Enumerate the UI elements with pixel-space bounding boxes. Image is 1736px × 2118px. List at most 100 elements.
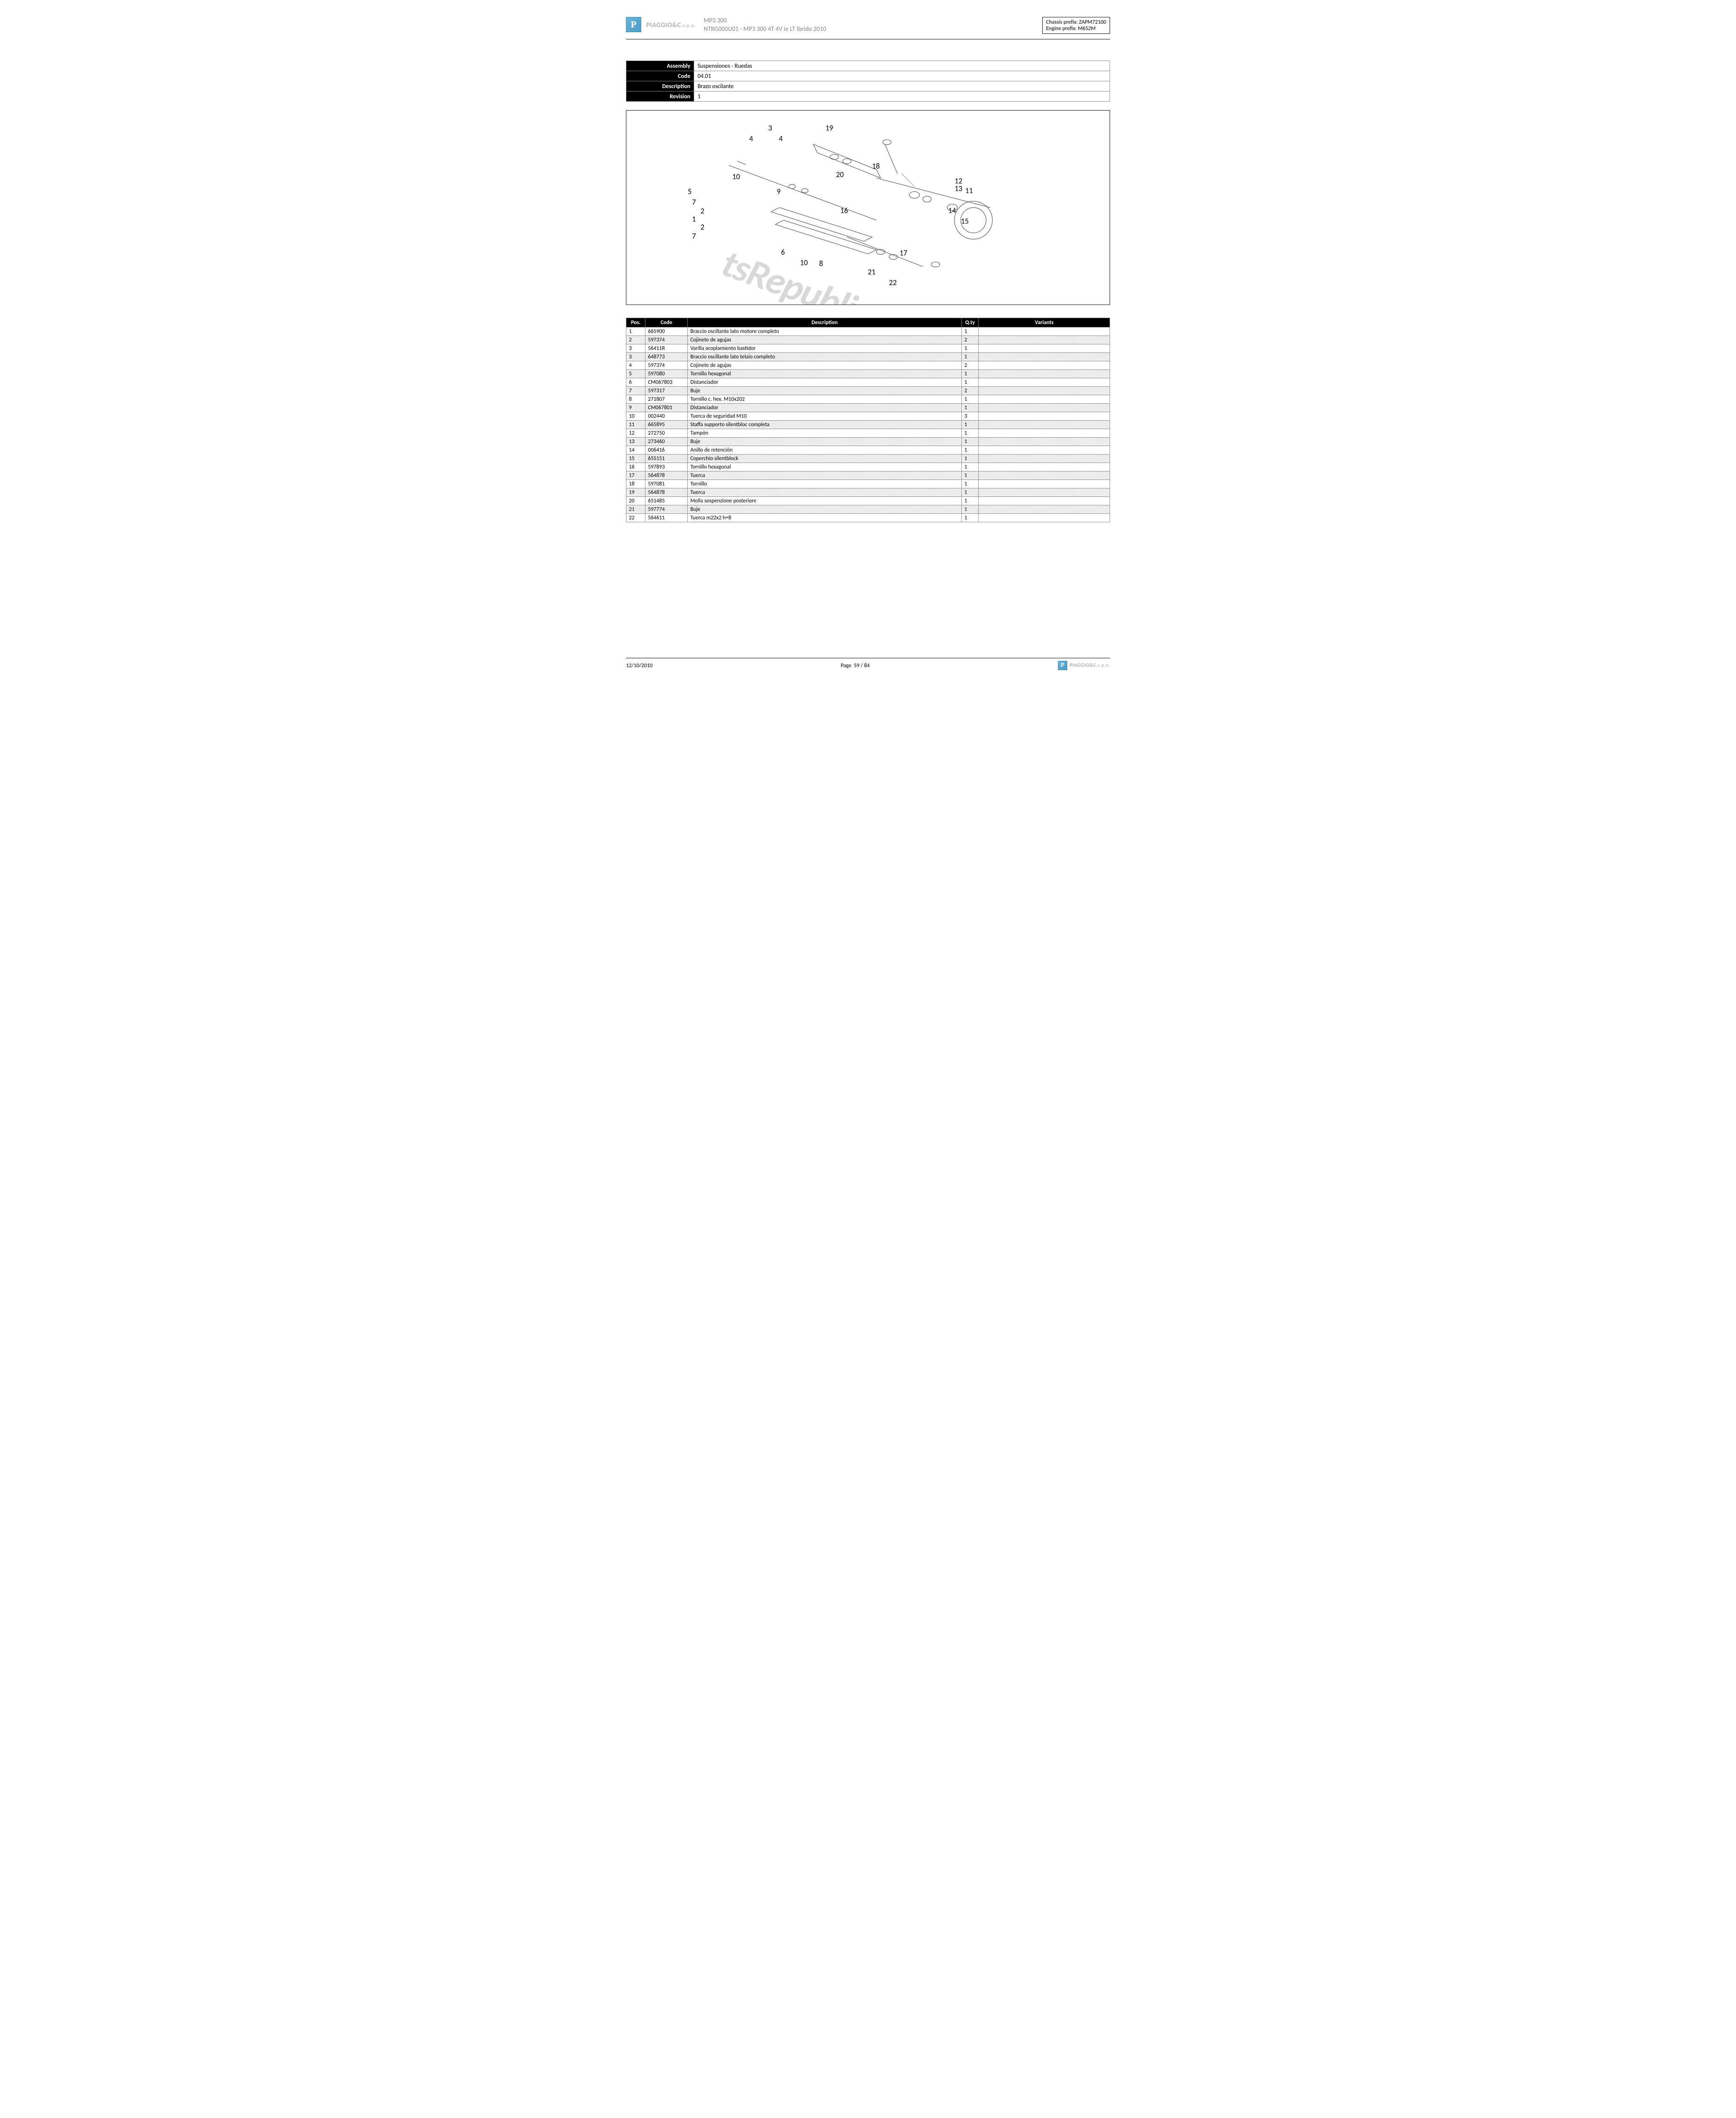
cell-var xyxy=(979,370,1110,378)
model-name: MP3 300 xyxy=(704,17,826,25)
cell-var xyxy=(979,514,1110,522)
cell-var xyxy=(979,353,1110,361)
cell-qty: 1 xyxy=(962,463,979,471)
table-row: 2597374Cojinete de agujas2 xyxy=(626,336,1110,344)
cell-qty: 1 xyxy=(962,370,979,378)
cell-pos: 5 xyxy=(626,370,645,378)
col-code: Code xyxy=(645,318,688,327)
callout-5: 5 xyxy=(688,187,692,196)
cell-desc: Tuerca m22x2 h=8 xyxy=(688,514,962,522)
cell-var xyxy=(979,412,1110,421)
cell-desc: Buje xyxy=(688,505,962,514)
cell-pos: 14 xyxy=(626,446,645,455)
table-row: 15655151Coperchio silentblock1 xyxy=(626,455,1110,463)
meta-label: Code xyxy=(626,71,694,81)
cell-desc: Molla sospenzione posteriore xyxy=(688,497,962,505)
prefix-box: Chassis prefix: ZAPM72100 Engine prefix:… xyxy=(1042,17,1110,34)
cell-qty: 1 xyxy=(962,455,979,463)
table-row: 356411RVarilla acoplamiento bastidor1 xyxy=(626,344,1110,353)
cell-code: 006416 xyxy=(645,446,688,455)
cell-qty: 1 xyxy=(962,429,979,438)
callout-3: 3 xyxy=(768,123,772,133)
cell-code: 597893 xyxy=(645,463,688,471)
callout-10b: 10 xyxy=(800,258,808,267)
cell-desc: Tuerca de seguridad M10 xyxy=(688,412,962,421)
callout-10a: 10 xyxy=(732,172,740,181)
table-row: 1665900Braccio oscillante lato motore co… xyxy=(626,327,1110,336)
cell-desc: Anillo de retención xyxy=(688,446,962,455)
parts-table: Pos. Code Description Q.ty Variants 1 665… xyxy=(626,318,1110,522)
cell-desc: Coperchio silentblock xyxy=(688,455,962,463)
meta-label: Description xyxy=(626,81,694,91)
cell-desc: Tornillo hexagonal xyxy=(688,463,962,471)
callout-1: 1 xyxy=(692,214,696,224)
exploded-diagram: tsRepubli 135689111213141516171819202122… xyxy=(626,110,1110,305)
cell-code: 597374 xyxy=(645,361,688,370)
cell-pos: 22 xyxy=(626,514,645,522)
cell-qty: 1 xyxy=(962,505,979,514)
cell-qty: 1 xyxy=(962,344,979,353)
cell-pos: 10 xyxy=(626,412,645,421)
cell-pos: 3 xyxy=(626,344,645,353)
cell-pos: 7 xyxy=(626,387,645,395)
brand-main: PIAGGIO xyxy=(646,21,672,29)
cell-code: 597774 xyxy=(645,505,688,514)
table-row: 19564878Tuerca1 xyxy=(626,488,1110,497)
cell-code: 271807 xyxy=(645,395,688,404)
cell-desc: Distanciador xyxy=(688,378,962,387)
cell-var xyxy=(979,429,1110,438)
cell-desc: Cojinete de agujas xyxy=(688,361,962,370)
meta-value: 04.01 xyxy=(694,71,1110,81)
callout-18: 18 xyxy=(872,161,880,171)
cell-pos: 9 xyxy=(626,404,645,412)
engine-prefix: Engine prefix: M652M xyxy=(1046,25,1106,32)
cell-qty: 1 xyxy=(962,438,979,446)
callout-17: 17 xyxy=(900,248,907,258)
cell-code: 597317 xyxy=(645,387,688,395)
cell-pos: 20 xyxy=(626,497,645,505)
cell-desc: Braccio oscillante lato telaio completo xyxy=(688,353,962,361)
table-row: 22564611Tuerca m22x2 h=81 xyxy=(626,514,1110,522)
cell-desc: Buje xyxy=(688,438,962,446)
cell-code: 597374 xyxy=(645,336,688,344)
table-header-row: Pos. Code Description Q.ty Variants xyxy=(626,318,1110,327)
cell-code: 655151 xyxy=(645,455,688,463)
cell-code: 002440 xyxy=(645,412,688,421)
callout-7b: 7 xyxy=(692,231,696,241)
cell-code: 564878 xyxy=(645,488,688,497)
cell-var xyxy=(979,505,1110,514)
callout-15: 15 xyxy=(961,216,969,226)
footer-date: 12/10/2010 xyxy=(626,663,653,669)
callout-22: 22 xyxy=(889,278,897,287)
cell-pos: 3 xyxy=(626,353,645,361)
cell-desc: Tornillo xyxy=(688,480,962,488)
cell-desc: Buje xyxy=(688,387,962,395)
cell-qty: 1 xyxy=(962,514,979,522)
cell-qty: 3 xyxy=(962,412,979,421)
cell-desc: Tampón xyxy=(688,429,962,438)
table-row: 14006416Anillo de retención1 xyxy=(626,446,1110,455)
meta-row: AssemblySuspensiones - Ruedas xyxy=(626,61,1110,71)
table-row: 18597081Tornillo1 xyxy=(626,480,1110,488)
col-desc: Description xyxy=(688,318,962,327)
meta-value: Suspensiones - Ruedas xyxy=(694,61,1110,71)
col-qty: Q.ty xyxy=(962,318,979,327)
brand-amp: &C. xyxy=(672,21,683,29)
cell-var xyxy=(979,361,1110,370)
table-row: 4597374Cojinete de agujas2 xyxy=(626,361,1110,370)
cell-var xyxy=(979,387,1110,395)
cell-var xyxy=(979,327,1110,336)
cell-code: 665900 xyxy=(645,327,688,336)
cell-pos: 12 xyxy=(626,429,645,438)
cell-var xyxy=(979,488,1110,497)
cell-pos: 11 xyxy=(626,421,645,429)
meta-row: Code04.01 xyxy=(626,71,1110,81)
cell-code: 597081 xyxy=(645,480,688,488)
cell-code: 648773 xyxy=(645,353,688,361)
cell-code: 273460 xyxy=(645,438,688,446)
cell-pos: 17 xyxy=(626,471,645,480)
table-row: 11665895Staffa supporto silentbloc compl… xyxy=(626,421,1110,429)
model-subtitle: NTRG000U01 - MP3 300 4T 4V ie LT Ibrido … xyxy=(704,25,826,33)
cell-qty: 1 xyxy=(962,327,979,336)
cell-qty: 2 xyxy=(962,361,979,370)
